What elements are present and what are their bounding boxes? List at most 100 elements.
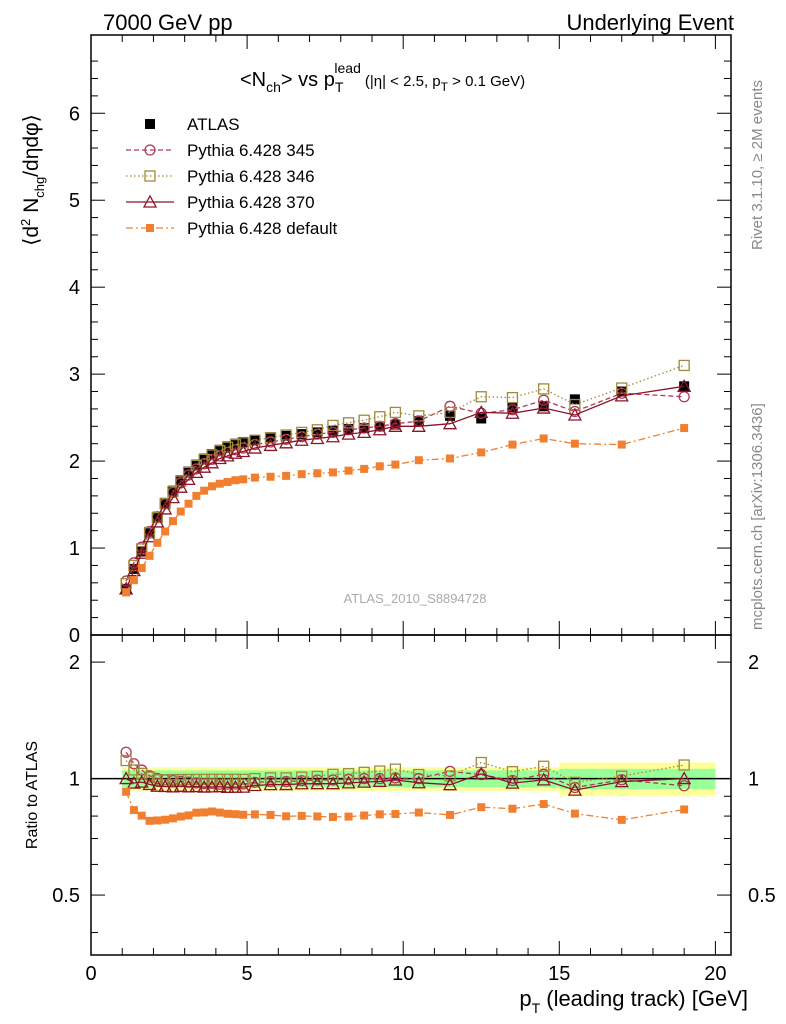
legend-label: Pythia 6.428 default	[187, 219, 338, 238]
data-point-pythia-6-428-default	[313, 469, 322, 478]
data-point-pythia-6-428-default	[176, 507, 185, 516]
ratio-point-pythia-6-428-default	[313, 812, 322, 821]
ratio-point-pythia-6-428-346	[569, 776, 581, 788]
ratio-point-pythia-6-428-default	[153, 816, 162, 825]
data-point-atlas	[230, 438, 241, 449]
legend-marker	[144, 144, 156, 156]
data-point-atlas	[144, 528, 155, 539]
ratio-point-pythia-6-428-370	[294, 776, 309, 790]
ratio-point-pythia-6-428-370	[341, 775, 356, 789]
ratio-point-pythia-6-428-346	[229, 773, 242, 785]
ratio-point-pythia-6-428-346	[143, 771, 156, 783]
data-point-pythia-6-428-370	[158, 501, 173, 515]
data-point-pythia-6-428-370	[325, 429, 341, 443]
x-tick-label: 15	[548, 963, 570, 985]
data-point-pythia-6-428-370	[165, 490, 181, 504]
x-tick-label: 20	[704, 963, 726, 985]
y-tick-label: 4	[69, 277, 80, 299]
ratio-point-pythia-6-428-346	[136, 767, 148, 780]
ratio-point-pythia-6-428-default	[617, 815, 626, 824]
data-point-pythia-6-428-370	[247, 440, 262, 454]
data-point-pythia-6-428-370	[310, 431, 325, 445]
data-point-pythia-6-428-default	[137, 564, 146, 573]
data-point-pythia-6-428-346	[311, 424, 323, 436]
y-tick-label: 1	[69, 538, 80, 560]
ratio-point-pythia-6-428-346	[311, 770, 323, 783]
ratio-point-pythia-6-428-370	[150, 778, 165, 792]
data-point-pythia-6-428-default	[161, 527, 170, 536]
ratio-point-pythia-6-428-345	[475, 768, 487, 781]
ratio-line-pythia-6-428-default	[125, 791, 685, 822]
ratio-point-pythia-6-428-370	[189, 779, 204, 793]
data-point-pythia-6-428-default	[391, 460, 400, 469]
legend-marker	[146, 224, 154, 232]
data-point-pythia-6-428-default	[344, 466, 353, 475]
main-y-axis-label: ⟨d2 Nchg/dηdφ⟩	[18, 114, 47, 246]
ratio-point-pythia-6-428-346	[264, 772, 277, 784]
ratio-point-pythia-6-428-346	[206, 773, 218, 786]
ratio-point-pythia-6-428-default	[375, 810, 384, 819]
ratio-point-pythia-6-428-default	[250, 810, 259, 819]
ratio-point-pythia-6-428-370	[212, 779, 227, 793]
ratio-point-pythia-6-428-346	[214, 773, 226, 786]
ratio-point-pythia-6-428-default	[414, 808, 423, 817]
data-point-pythia-6-428-346	[229, 438, 242, 451]
data-point-pythia-6-428-370	[567, 407, 582, 421]
data-point-pythia-6-428-370	[279, 435, 294, 449]
legend-marker	[142, 194, 158, 208]
data-point-pythia-6-428-346	[214, 445, 226, 457]
legend-label: Pythia 6.428 346	[187, 167, 315, 186]
data-point-atlas	[128, 563, 139, 574]
data-point-pythia-6-428-370	[236, 444, 251, 458]
data-point-pythia-6-428-default	[617, 440, 626, 449]
ratio-point-pythia-6-428-default	[223, 809, 232, 818]
ratio-point-pythia-6-428-370	[310, 776, 325, 790]
ratio-point-pythia-6-428-346	[221, 773, 234, 786]
data-point-pythia-6-428-default	[215, 479, 224, 488]
data-point-pythia-6-428-346	[374, 411, 386, 423]
data-point-pythia-6-428-370	[181, 471, 196, 485]
data-point-pythia-6-428-346	[221, 441, 234, 453]
ratio-point-pythia-6-428-346	[198, 773, 210, 786]
legend-label: Pythia 6.428 370	[187, 193, 315, 212]
ratio-point-pythia-6-428-370	[474, 766, 489, 780]
data-point-pythia-6-428-370	[341, 426, 356, 440]
data-point-pythia-6-428-370	[263, 438, 278, 452]
data-point-atlas	[445, 410, 456, 421]
y-tick-label: 3	[69, 364, 80, 386]
ratio-point-pythia-6-428-345	[506, 774, 519, 787]
ratio-point-pythia-6-428-370	[263, 777, 278, 791]
data-point-pythia-6-428-370	[536, 400, 551, 414]
ratio-point-pythia-6-428-370	[204, 779, 220, 793]
ratio-point-pythia-6-428-default	[344, 812, 353, 821]
data-point-pythia-6-428-345	[389, 418, 402, 430]
data-point-pythia-6-428-default	[168, 517, 177, 526]
ratio-y-tick-label-right: 2	[748, 652, 759, 674]
data-point-pythia-6-428-default	[231, 476, 240, 485]
ratio-point-pythia-6-428-370	[536, 772, 551, 786]
data-point-atlas	[249, 435, 260, 446]
ratio-point-pythia-6-428-370	[220, 779, 235, 793]
data-point-atlas	[538, 401, 549, 412]
data-point-atlas	[191, 459, 202, 470]
ratio-plot-frame	[90, 634, 732, 956]
ratio-point-pythia-6-428-370	[411, 775, 426, 789]
data-point-pythia-6-428-default	[508, 440, 517, 449]
data-point-pythia-6-428-default	[360, 464, 369, 473]
ratio-point-pythia-6-428-345	[327, 774, 339, 786]
ratio-point-pythia-6-428-default	[570, 809, 579, 818]
ratio-point-pythia-6-428-370	[119, 771, 134, 785]
ratio-point-pythia-6-428-346	[413, 768, 425, 781]
data-point-pythia-6-428-346	[389, 406, 402, 419]
ratio-point-pythia-6-428-346	[444, 770, 456, 782]
data-point-pythia-6-428-370	[126, 563, 142, 577]
ratio-point-pythia-6-428-345	[678, 780, 690, 792]
ratio-point-pythia-6-428-345	[358, 772, 370, 785]
ratio-point-pythia-6-428-346	[538, 760, 550, 772]
ratio-point-pythia-6-428-370	[677, 771, 692, 785]
ratio-point-pythia-6-428-default	[122, 787, 131, 796]
ratio-point-pythia-6-428-370	[197, 779, 212, 793]
data-point-pythia-6-428-370	[294, 432, 309, 446]
ratio-point-pythia-6-428-370	[158, 779, 173, 793]
